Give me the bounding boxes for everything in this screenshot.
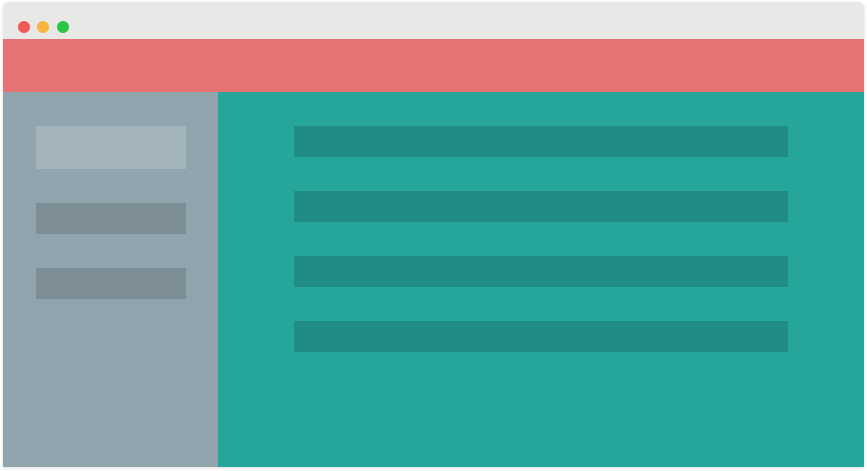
content-row	[294, 256, 788, 287]
content-row	[294, 321, 788, 352]
title-bar	[3, 2, 864, 39]
sidebar-item-active[interactable]	[36, 126, 186, 169]
sidebar-item[interactable]	[36, 268, 186, 299]
close-button[interactable]	[18, 21, 30, 33]
main-content	[218, 92, 864, 467]
minimize-button[interactable]	[37, 21, 49, 33]
maximize-button[interactable]	[57, 21, 69, 33]
browser-window	[3, 2, 864, 467]
header	[3, 39, 864, 92]
content-row	[294, 126, 788, 157]
sidebar	[3, 92, 218, 467]
content-row	[294, 191, 788, 222]
sidebar-item[interactable]	[36, 203, 186, 234]
